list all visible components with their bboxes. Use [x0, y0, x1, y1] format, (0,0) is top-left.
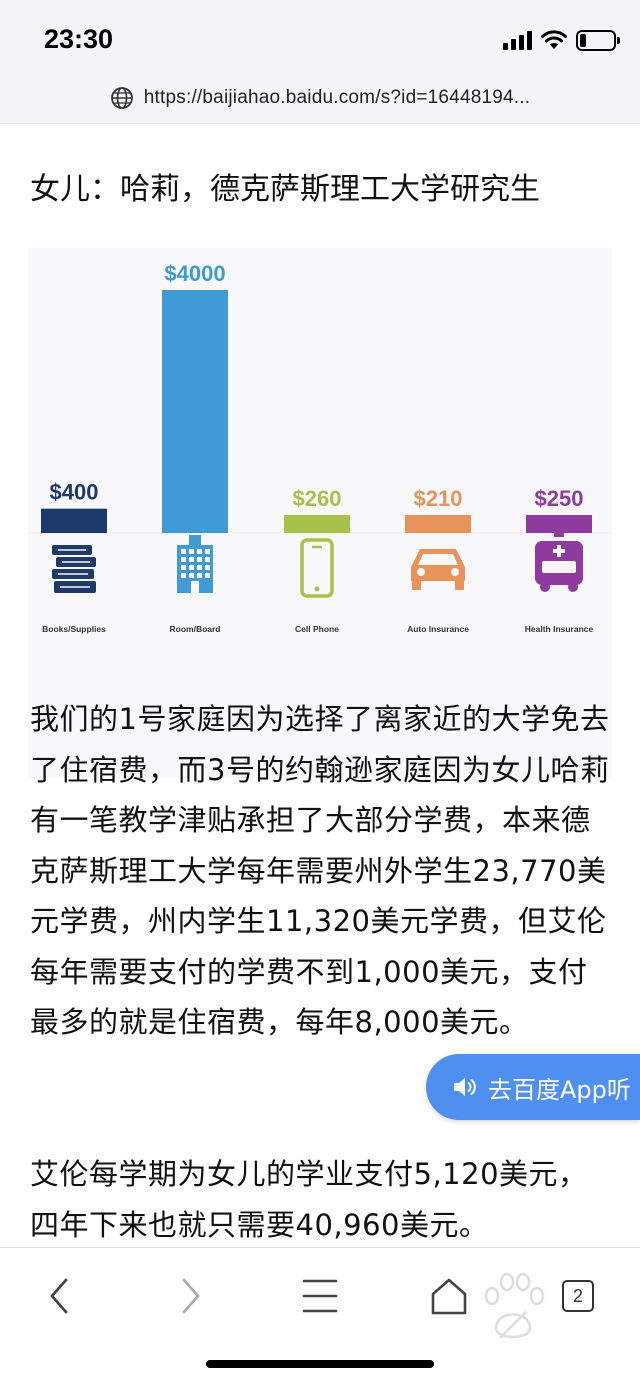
- books-icon: [52, 545, 96, 593]
- home-button[interactable]: [428, 1276, 470, 1316]
- article-paragraph-1: 我们的1号家庭因为选择了离家近的大学免去了住宿费，而3号的约翰逊家庭因为女儿哈莉…: [30, 702, 610, 1039]
- article-caption: 女儿：哈莉，德克萨斯理工大学研究生: [30, 172, 540, 207]
- back-arrow-icon: [50, 1278, 68, 1314]
- car-icon: [411, 549, 465, 590]
- category-label: Auto Insurance: [407, 624, 469, 634]
- bar-value-label: $250: [535, 486, 584, 511]
- battery-icon: [576, 29, 620, 51]
- tab-count-icon[interactable]: 2: [562, 1280, 594, 1312]
- paw-watermark-icon: [484, 1272, 545, 1339]
- status-time: 23:30: [44, 24, 114, 54]
- category-label: Health Insurance: [525, 624, 594, 634]
- listen-button-label[interactable]: 去百度App听: [488, 1075, 631, 1104]
- browser-top-chrome: 23:30 https://baijiahao.baidu.com/s?id=1…: [0, 0, 640, 124]
- article-content: 女儿：哈莉，德克萨斯理工大学研究生 $400 Books/Supplies $400…: [0, 124, 640, 1247]
- url-text[interactable]: https://baijiahao.baidu.com/s?id=1644819…: [143, 87, 531, 108]
- home-indicator: [206, 1360, 434, 1368]
- bar-room-board: [162, 290, 228, 533]
- bar-value-label: $400: [50, 480, 99, 505]
- listen-in-app-button[interactable]: 去百度App听: [426, 1054, 640, 1120]
- address-bar[interactable]: https://baijiahao.baidu.com/s?id=1644819…: [0, 78, 640, 118]
- ambulance-icon: [535, 531, 583, 592]
- forward-button[interactable]: [170, 1276, 210, 1316]
- cell-phone-icon: [300, 538, 334, 598]
- status-bar: 23:30: [0, 0, 640, 78]
- back-button[interactable]: [40, 1276, 80, 1316]
- tabs-button[interactable]: 2: [560, 1276, 596, 1316]
- browser-toolbar: 2: [0, 1247, 640, 1385]
- expense-bar-chart: $400 Books/Supplies $4000 Room/Board $260 Cel…: [28, 261, 612, 634]
- forward-arrow-icon: [182, 1278, 200, 1314]
- bar-health-insurance: [526, 515, 592, 533]
- bar-value-label: $260: [293, 486, 342, 511]
- article-paragraph-2: 艾伦每学期为女儿的学业支付5,120美元，四年下来也就只需要40,960美元。: [30, 1157, 588, 1242]
- bar-auto-insurance: [405, 515, 471, 533]
- category-label: Cell Phone: [295, 624, 339, 634]
- bar-value-label: $4000: [164, 261, 225, 286]
- menu-icon: [302, 1279, 338, 1313]
- signal-icon: [503, 30, 532, 50]
- battery-level: [580, 33, 587, 47]
- status-icons: [503, 28, 620, 52]
- globe-icon: [110, 87, 133, 109]
- wifi-icon: [541, 30, 567, 49]
- category-label: Room/Board: [170, 624, 221, 634]
- expense-chart: $400 Books/Supplies $4000 Room/Board $260 Cel…: [28, 248, 612, 778]
- bar-books-supplies: [41, 508, 107, 533]
- bar-value-label: $210: [414, 486, 463, 511]
- paw-watermark: [478, 1268, 548, 1348]
- building-icon: [177, 535, 213, 593]
- speaker-icon: [454, 1078, 476, 1096]
- home-icon: [431, 1278, 467, 1315]
- category-label: Books/Supplies: [42, 624, 106, 634]
- menu-button[interactable]: [300, 1276, 340, 1316]
- bar-cell-phone: [284, 515, 350, 533]
